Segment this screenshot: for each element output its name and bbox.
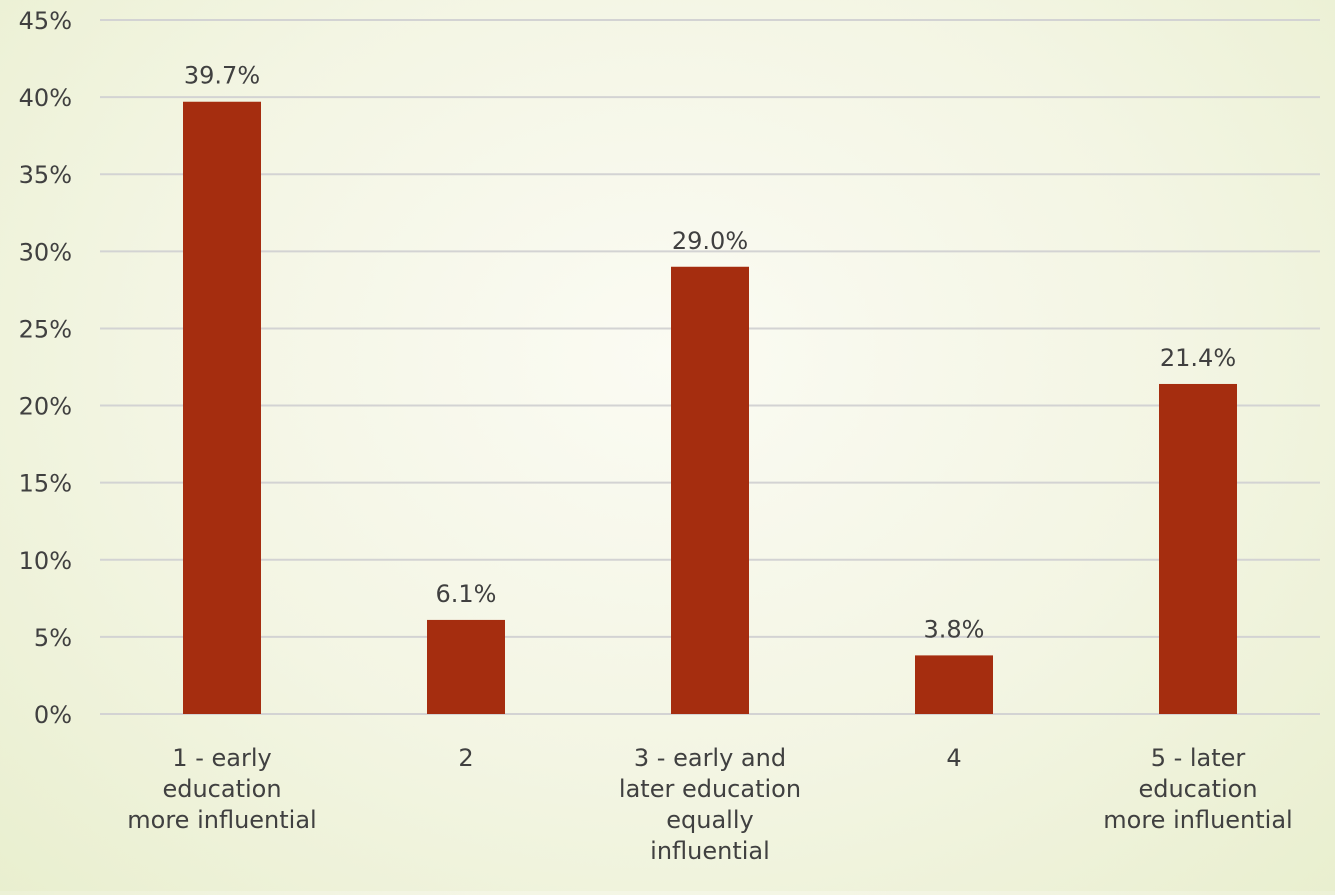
y-tick-label: 0% [34,701,72,729]
bar [915,655,993,714]
data-label: 29.0% [672,227,748,255]
data-label: 21.4% [1160,344,1236,372]
x-category-label-line: 3 - early and [634,744,786,772]
y-tick-label: 20% [19,393,72,421]
bar [1159,383,1237,714]
data-label: 39.7% [184,62,260,90]
bar [671,266,749,714]
x-axis-category-labels: 1 - early education more influential 2 3 - e… [127,744,1292,865]
bar [183,101,261,714]
bars [183,101,1237,714]
x-category-label-line: 1 - early [172,744,271,772]
y-tick-label: 35% [19,161,72,189]
x-category-label-line: education [1138,775,1257,803]
x-category-label-line: 2 [458,744,473,772]
x-category-label: 1 - early education more influential [127,744,316,834]
x-category-label-line: 4 [946,744,961,772]
y-tick-label: 5% [34,624,72,652]
x-category-label-line: 5 - later [1151,744,1246,772]
data-labels: 39.7% 6.1% 29.0% 3.8% 21.4% [184,62,1236,644]
data-label: 6.1% [436,580,497,608]
y-tick-label: 15% [19,470,72,498]
x-category-label-line: later education [619,775,801,803]
x-category-label: 4 [946,744,961,772]
y-tick-label: 25% [19,315,72,343]
y-tick-label: 10% [19,547,72,575]
x-category-label: 5 - later education more influential [1103,744,1292,834]
y-axis-tick-labels: 0% 5% 10% 15% 20% 25% 30% 35% 40% 45% [19,7,72,729]
x-category-label-line: more influential [127,806,316,834]
x-category-label-line: influential [650,837,770,865]
x-category-label-line: equally [666,806,753,834]
data-label: 3.8% [924,615,985,643]
y-tick-label: 45% [19,7,72,35]
x-category-label: 2 [458,744,473,772]
x-category-label-line: education [162,775,281,803]
y-tick-label: 30% [19,238,72,266]
x-category-label: 3 - early and later education equally influ… [619,744,801,865]
bar [427,619,505,714]
x-category-label-line: more influential [1103,806,1292,834]
y-tick-label: 40% [19,84,72,112]
